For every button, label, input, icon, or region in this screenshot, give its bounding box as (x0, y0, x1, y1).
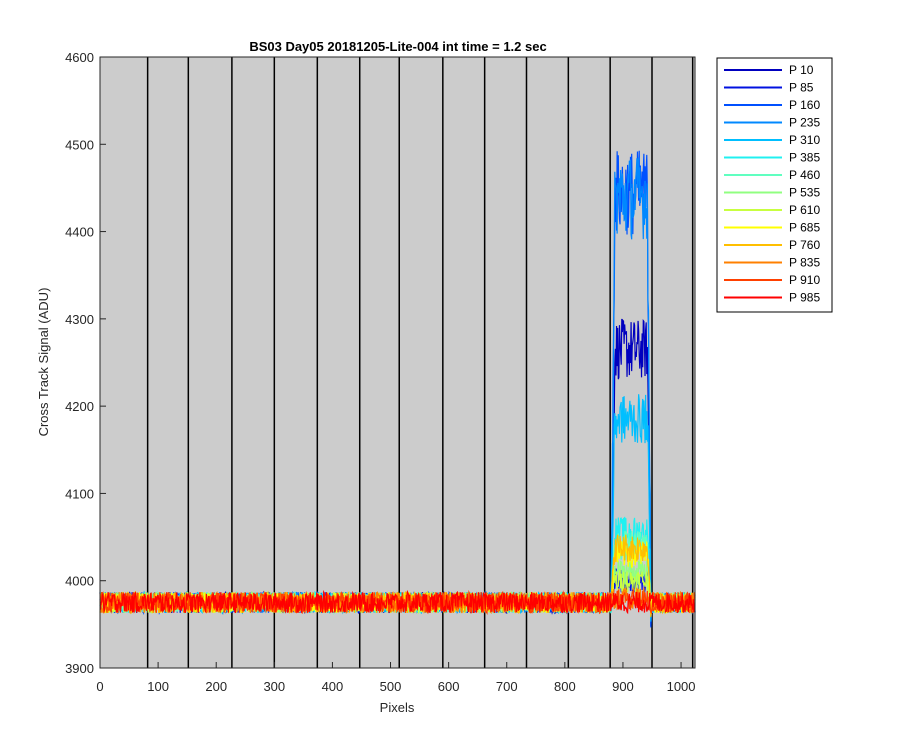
x-tick-label: 200 (205, 679, 227, 694)
x-tick-label: 700 (496, 679, 518, 694)
legend-box (716, 57, 833, 313)
y-tick-label: 4600 (65, 50, 94, 65)
legend-label: P 910 (789, 273, 820, 287)
y-tick-label: 4500 (65, 137, 94, 152)
series-line-p910 (99, 589, 696, 615)
legend-label: P 460 (789, 168, 820, 182)
legend-label: P 310 (789, 133, 820, 147)
legend-label: P 85 (789, 81, 814, 95)
x-tick-label: 400 (322, 679, 344, 694)
legend-label: P 610 (789, 203, 820, 217)
legend-label: P 160 (789, 98, 820, 112)
plot-area (99, 56, 696, 669)
legend-label: P 985 (789, 291, 820, 305)
series-line-p985 (99, 589, 696, 615)
y-tick-label: 3900 (65, 661, 94, 676)
y-tick-label: 4300 (65, 312, 94, 327)
legend-label: P 235 (789, 116, 820, 130)
plot-frame (99, 56, 696, 669)
x-tick-label: 100 (147, 679, 169, 694)
y-axis: 3900 4000 4100 4200 4300 4400 4500 4600 (65, 50, 106, 676)
legend-label: P 835 (789, 256, 820, 270)
x-tick-label: 300 (263, 679, 285, 694)
y-axis-label: Cross Track Signal (ADU) (36, 288, 51, 437)
x-tick-label: 900 (612, 679, 634, 694)
series-lines (99, 150, 696, 628)
x-axis: 0 100 200 300 400 500 600 700 800 900 1000 (96, 662, 696, 694)
vertical-lines (146, 57, 694, 668)
x-tick-label: 0 (96, 679, 103, 694)
y-tick-label: 4200 (65, 399, 94, 414)
y-tick-label: 4100 (65, 486, 94, 501)
legend-label: P 535 (789, 186, 820, 200)
legend-label: P 685 (789, 221, 820, 235)
legend: P 10 P 85 P 160 P 235 P 310 P 385 P 460 P 535 P … (716, 57, 833, 313)
x-tick-label: 1000 (667, 679, 696, 694)
y-tick-label: 4400 (65, 225, 94, 240)
legend-label: P 760 (789, 238, 820, 252)
x-axis-label: Pixels (380, 700, 415, 715)
x-tick-label: 500 (380, 679, 402, 694)
x-tick-label: 600 (438, 679, 460, 694)
legend-label: P 385 (789, 151, 820, 165)
x-tick-label: 800 (554, 679, 576, 694)
y-tick-label: 4000 (65, 574, 94, 589)
chart-title: BS03 Day05 20181205-Lite-004 int time = … (249, 39, 546, 54)
legend-label: P 10 (789, 63, 814, 77)
